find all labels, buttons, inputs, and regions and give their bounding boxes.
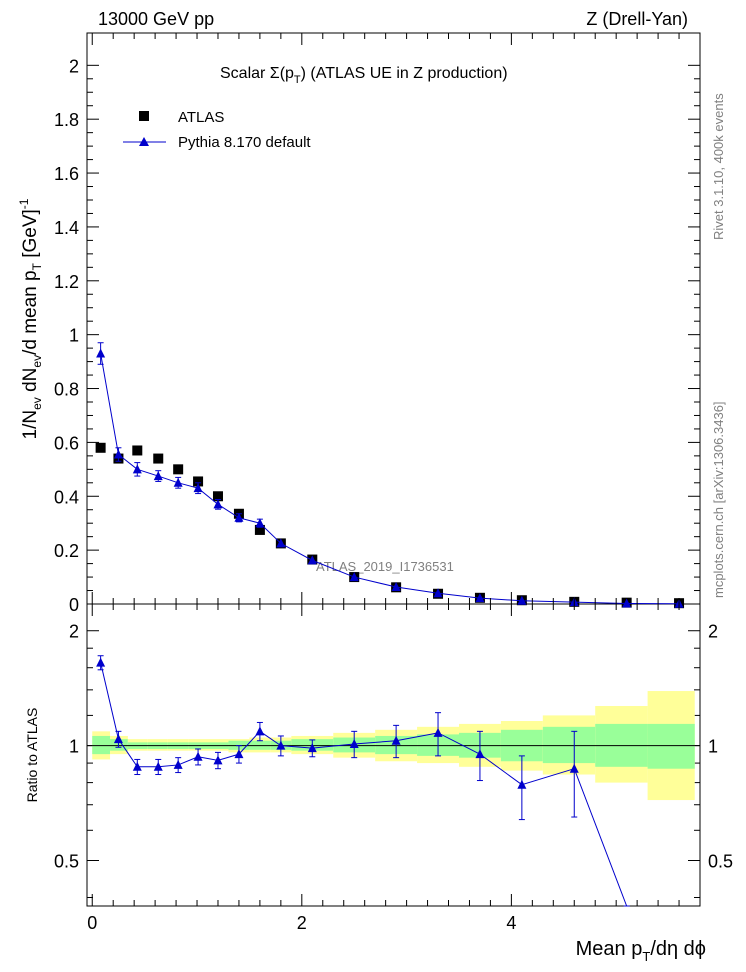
- atlas-data-point: [212, 491, 223, 502]
- main-ytick-label: 1.4: [54, 218, 79, 238]
- x-axis-label-prefix: Mean p: [576, 938, 643, 960]
- main-axis-ticks: 0 0.2 0.4 0.6 0.8 1 1.2 1.4 1.6 1.8 2: [54, 56, 700, 615]
- pythia-data-point: [433, 588, 443, 598]
- ratio-plot-frame: [86, 603, 701, 907]
- ratio-data-point: [276, 740, 286, 750]
- pythia-data-point: [255, 518, 265, 528]
- atlas-data-point: [95, 442, 106, 453]
- atlas-data-point: [193, 476, 204, 487]
- pythia-data-point: [517, 595, 527, 605]
- xtick-label: 4: [506, 913, 516, 933]
- pythia-data-point: [307, 555, 317, 565]
- green-band-segment: [92, 735, 111, 755]
- pythia-data-point: [173, 477, 183, 487]
- pythia-data-point: [132, 464, 142, 474]
- legend-marker-pythia: [139, 137, 149, 146]
- pythia-data-point: [234, 512, 244, 522]
- ratio-data-point: [213, 755, 223, 765]
- ratio-ytick-label-right: 2: [708, 622, 718, 642]
- analysis-watermark: ATLAS_2019_I1736531: [316, 559, 454, 574]
- ratio-data-point: [349, 738, 359, 748]
- ratio-data-point: [153, 761, 163, 771]
- atlas-data-point: [254, 524, 265, 535]
- main-ytick-label: 1: [69, 326, 79, 346]
- main-title: Scalar Σ(pT) (ATLAS UE in Z production): [220, 65, 508, 86]
- main-ytick-label: 1.2: [54, 272, 79, 292]
- header-right: Z (Drell-Yan): [586, 9, 688, 29]
- ratio-data-point: [569, 763, 579, 773]
- main-title-suffix: ) (ATLAS UE in Z production): [301, 65, 508, 82]
- main-ytick-label: 0: [69, 595, 79, 615]
- legend-label-pythia: Pythia 8.170 default: [178, 134, 311, 151]
- ratio-series-group: [96, 655, 630, 907]
- legend-label-atlas: ATLAS: [178, 109, 224, 126]
- ratio-data-point: [307, 743, 317, 753]
- green-band-segment: [647, 723, 695, 769]
- main-ytick-label: 1.6: [54, 164, 79, 184]
- main-ytick-label: 0.6: [54, 433, 79, 453]
- main-ytick-label: 0.2: [54, 541, 79, 561]
- main-title-sub: T: [294, 74, 301, 86]
- ratio-pythia-line: [100, 662, 628, 907]
- legend-marker-atlas: [139, 111, 149, 121]
- ratio-data-point: [193, 751, 203, 761]
- atlas-data-point: [153, 453, 164, 464]
- pythia-data-point: [193, 483, 203, 493]
- ratio-data-point: [433, 727, 443, 737]
- ratio-ytick-label: 1: [69, 737, 79, 757]
- main-ytick-label: 0.4: [54, 487, 79, 507]
- main-title-prefix: Scalar Σ(p: [220, 65, 294, 82]
- ratio-data-point: [113, 734, 123, 744]
- pythia-data-point: [622, 598, 632, 608]
- ratio-ytick-label-right: 1: [708, 737, 718, 757]
- legend: ATLAS Pythia 8.170 default: [123, 109, 311, 151]
- xtick-label: 2: [297, 913, 307, 933]
- xtick-label: 0: [87, 913, 97, 933]
- pythia-data-point: [391, 582, 401, 592]
- main-ytick-label: 0.8: [54, 380, 79, 400]
- pythia-data-point: [213, 499, 223, 509]
- x-axis-label-sub: T: [642, 949, 650, 964]
- ratio-axis-ticks: 0.5 0.5 1 1 2 2: [54, 622, 733, 898]
- pythia-data-point: [475, 593, 485, 603]
- atlas-data-point: [173, 464, 184, 475]
- ratio-ytick-label-right: 0.5: [708, 852, 733, 872]
- pythia-data-point: [113, 449, 123, 459]
- pythia-data-point: [153, 471, 163, 481]
- main-series-group: [95, 342, 685, 609]
- ratio-data-point: [255, 726, 265, 736]
- pythia-data-point: [349, 572, 359, 582]
- ratio-data-point: [391, 735, 401, 745]
- green-band-segment: [110, 739, 128, 751]
- ratio-ytick-label: 0.5: [54, 852, 79, 872]
- main-ytick-label: 1.8: [54, 110, 79, 130]
- ratio-data-point: [475, 749, 485, 759]
- x-axis-label: Mean pT/dη dϕ: [576, 938, 706, 964]
- ratio-data-point: [96, 657, 106, 667]
- x-axis-label-suffix: /dη dϕ: [650, 938, 706, 960]
- mcplots-label: mcplots.cern.ch [arXiv:1306.3436]: [711, 401, 726, 598]
- ratio-y-axis-label: Ratio to ATLAS: [24, 708, 40, 803]
- green-band-segment: [542, 726, 596, 764]
- ratio-ytick-label: 2: [69, 622, 79, 642]
- rivet-label: Rivet 3.1.10, 400k events: [711, 93, 726, 240]
- main-ytick-label: 2: [69, 56, 79, 76]
- x-axis-ticks: 0 2 4: [87, 33, 680, 933]
- main-y-axis-label: 1/Nev dNev/d mean pT [GeV]-1: [17, 198, 44, 439]
- ratio-data-point: [517, 779, 527, 789]
- ratio-data-point: [234, 749, 244, 759]
- atlas-data-point: [132, 445, 143, 456]
- pythia-data-point: [276, 538, 286, 548]
- ratio-data-point: [173, 759, 183, 769]
- header-left: 13000 GeV pp: [98, 9, 214, 29]
- svg-text:1/Nev dNev/d mean pT [GeV]-1: 1/Nev dNev/d mean pT [GeV]-1: [17, 198, 44, 439]
- ratio-data-point: [132, 761, 142, 771]
- pythia-data-point: [96, 348, 106, 358]
